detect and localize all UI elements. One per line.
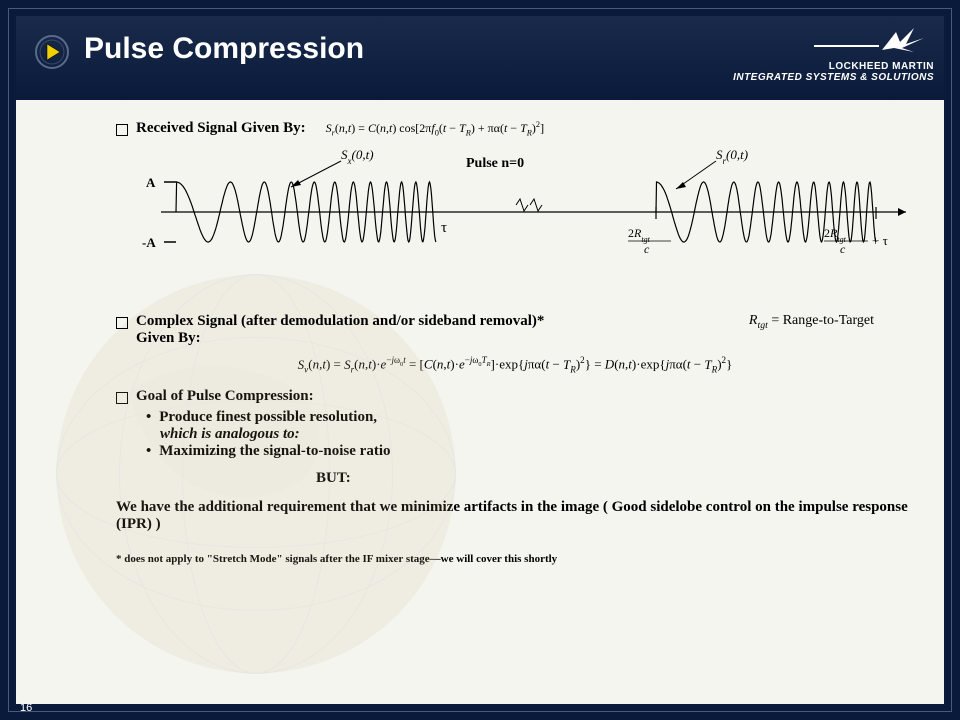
arrow-icon: [34, 34, 70, 70]
bullet1-equation: Sr(n,t) = C(n,t) cos[2πf0(t − TR) + πα(t…: [326, 120, 544, 137]
bullet1-label: Received Signal Given By:: [136, 120, 306, 137]
bullet-received-signal: Received Signal Given By: Sr(n,t) = C(n,…: [116, 120, 914, 137]
bullet-box-icon: [116, 392, 128, 404]
svg-text:Sr(0,t): Sr(0,t): [716, 147, 748, 166]
logo-line1: LOCKHEED MARTIN: [733, 61, 934, 72]
bullet2-label: Complex Signal (after demodulation and/o…: [136, 313, 556, 347]
bullet2-equation: Sv(n,t) = Sr(n,t)·e−jω0t = [C(n,t)·e−jω0…: [116, 355, 914, 374]
but-label: BUT:: [316, 470, 914, 487]
slide-title: Pulse Compression: [84, 32, 733, 66]
spacer: [146, 426, 160, 443]
waveform-diagram: A -A τ Pulse n=0 Sx(0,t) Sr(0,t) 2Rtgt c…: [116, 147, 914, 297]
svg-text:-A: -A: [142, 235, 156, 250]
bullet2-wrap: Rtgt = Range-to-Target Complex Signal (a…: [116, 313, 914, 347]
svg-text:Pulse n=0: Pulse n=0: [466, 156, 524, 171]
svg-text:Sx(0,t): Sx(0,t): [341, 147, 374, 166]
logo-line2: INTEGRATED SYSTEMS & SOLUTIONS: [733, 72, 934, 83]
logo: LOCKHEED MARTIN INTEGRATED SYSTEMS & SOL…: [733, 26, 934, 83]
requirement-text: We have the additional requirement that …: [116, 499, 914, 533]
svg-text:A: A: [146, 175, 156, 190]
sub1-text: Produce finest possible resolution,: [159, 409, 377, 426]
sub-bullet-1: • Produce finest possible resolution,: [146, 409, 914, 426]
dot-icon: •: [146, 443, 151, 460]
title-bar: Pulse Compression LOCKHEED MARTIN INTEGR…: [16, 16, 944, 100]
svg-text:c: c: [840, 242, 846, 256]
sub-bullet-1-italic: which is analogous to:: [146, 426, 914, 443]
bullet-box-icon: [116, 124, 128, 136]
bullet-goal: Goal of Pulse Compression:: [116, 388, 914, 405]
svg-text:τ: τ: [441, 220, 447, 236]
bullet-box-icon: [116, 317, 128, 329]
bullet3-label: Goal of Pulse Compression:: [136, 388, 314, 405]
footnote: * does not apply to "Stretch Mode" signa…: [116, 553, 914, 565]
content-panel: Received Signal Given By: Sr(n,t) = C(n,…: [16, 100, 944, 704]
sub1-italic: which is analogous to:: [160, 426, 300, 443]
page-number: 16: [20, 702, 32, 714]
dot-icon: •: [146, 409, 151, 426]
range-note: Rtgt = Range-to-Target: [749, 313, 874, 331]
sub-bullet-2: • Maximizing the signal-to-noise ratio: [146, 443, 914, 460]
star-icon: [814, 26, 934, 54]
svg-text:c: c: [644, 242, 650, 256]
sub2-text: Maximizing the signal-to-noise ratio: [159, 443, 390, 460]
